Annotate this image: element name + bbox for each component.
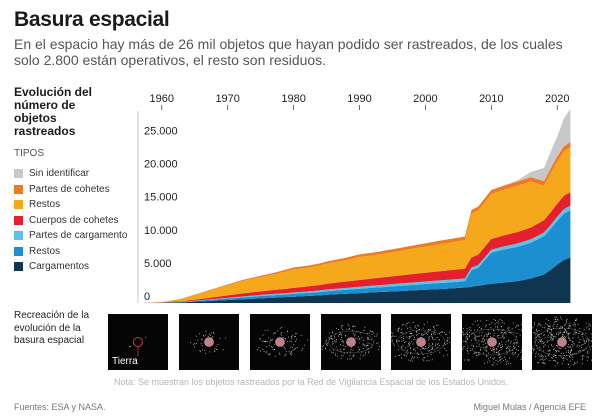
y-tick-label: 25.000	[144, 125, 178, 137]
legend-item: Partes de cohetes	[14, 182, 127, 198]
area-series-0	[142, 257, 571, 303]
x-tick-label: 1960	[150, 93, 174, 105]
debris-thumbnail	[179, 314, 239, 370]
earth-label: Tierra	[112, 356, 138, 367]
chart-subtitle: En el espacio hay más de 26 mil objetos …	[14, 36, 563, 68]
legend-item: Sin identificar	[14, 166, 127, 182]
area-series-3	[142, 192, 571, 303]
legend-item: Partes de cargamento	[14, 228, 127, 244]
x-tick-label: 1970	[215, 93, 239, 105]
y-tick-label: 20.000	[144, 159, 178, 171]
debris-thumbnail	[391, 314, 451, 370]
debris-thumbnail	[532, 314, 592, 370]
legend-label: Sin identificar	[29, 168, 90, 180]
debris-thumbnail	[250, 314, 310, 370]
credit: Miguel Mulas / Agencia EFE	[473, 402, 586, 412]
debris-thumbnail	[462, 314, 522, 370]
x-tick-label: 1990	[347, 93, 371, 105]
stacked-area-chart: 1960 1970 1980 1990 2000 2010 2020 0 5.000 10.000…	[137, 93, 571, 303]
note: Nota: Se muestran los objetos rastreados…	[114, 377, 509, 387]
x-tick-label: 2020	[545, 93, 569, 105]
legend-label: Restos	[29, 245, 61, 257]
legend-swatch	[14, 200, 23, 210]
legend-label: Cargamentos	[29, 261, 90, 273]
y-tick-label: 10.000	[144, 225, 178, 237]
legend-label: Cuerpos de cohetes	[29, 214, 119, 226]
x-tick-label: 2010	[479, 93, 503, 105]
debris-thumbnail	[321, 314, 381, 370]
legend-swatch	[14, 169, 23, 179]
area-series-4	[142, 147, 571, 303]
debris-thumbnail	[108, 314, 168, 370]
legend-swatch	[14, 184, 23, 194]
legend-item: Cuerpos de cohetes	[14, 213, 127, 229]
source: Fuentes: ESA y NASA.	[14, 402, 106, 412]
y-tick-label: 15.000	[144, 192, 178, 204]
legend-swatch	[14, 246, 23, 256]
legend-item: Restos	[14, 197, 127, 213]
recreation-title: Recreación de la evolución de la basura …	[14, 310, 90, 346]
x-tick-label: 1980	[281, 93, 305, 105]
side-title: Evolución del número de objetos rastread…	[14, 85, 93, 138]
legend: Sin identificar Partes de cohetes Restos Cu…	[14, 166, 127, 275]
legend-swatch	[14, 215, 23, 225]
chart-title: Basura espacial	[14, 8, 170, 31]
legend-item: Restos	[14, 244, 127, 260]
legend-swatch	[14, 262, 23, 272]
legend-label: Partes de cohetes	[29, 183, 110, 195]
legend-label: Restos	[29, 199, 61, 211]
area-series-2	[142, 205, 571, 303]
legend-heading: TIPOS	[14, 148, 45, 159]
legend-label: Partes de cargamento	[29, 230, 128, 242]
legend-item: Cargamentos	[14, 259, 127, 275]
y-tick-label: 0	[144, 291, 150, 303]
y-tick-label: 5.000	[144, 258, 172, 270]
legend-swatch	[14, 231, 23, 241]
x-tick-label: 2000	[413, 93, 437, 105]
